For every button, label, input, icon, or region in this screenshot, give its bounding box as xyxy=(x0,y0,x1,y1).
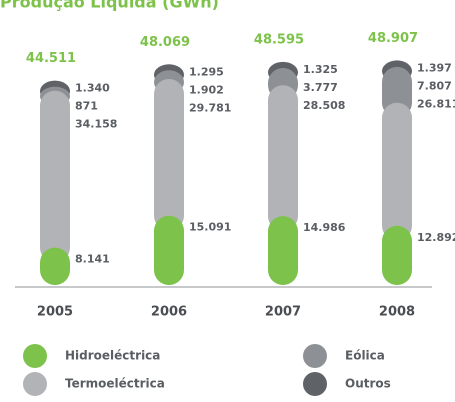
legend-label: Eólica xyxy=(345,349,385,363)
value-label: 1.397 xyxy=(417,61,452,74)
value-label: 12.892 xyxy=(417,231,455,244)
legend-swatch xyxy=(23,344,47,368)
value-label: 14.986 xyxy=(303,221,346,234)
value-label: 8.141 xyxy=(75,253,110,266)
x-tick-label: 2006 xyxy=(151,305,187,320)
legend-swatch xyxy=(303,344,327,368)
legend-swatch xyxy=(23,372,47,396)
total-label: 48.069 xyxy=(140,35,190,50)
value-label: 1.295 xyxy=(189,65,224,78)
total-label: 48.595 xyxy=(254,32,304,47)
bar-segment xyxy=(40,90,70,263)
bar-segment xyxy=(268,85,298,232)
bar-segment xyxy=(382,225,412,285)
legend-label: Outros xyxy=(345,377,391,391)
value-label: 34.158 xyxy=(75,118,117,131)
value-label: 3.777 xyxy=(303,81,338,94)
value-label: 29.781 xyxy=(189,101,231,114)
bar-segment xyxy=(268,216,298,285)
total-label: 44.511 xyxy=(26,51,76,66)
bar-segment xyxy=(40,247,70,285)
chart-title: Produção Líquida (GWh) xyxy=(0,0,219,12)
bar-segment xyxy=(382,102,412,241)
x-tick-label: 2008 xyxy=(379,305,415,320)
legend-label: Termoeléctrica xyxy=(65,377,165,391)
bar-segment xyxy=(154,78,184,231)
x-tick-label: 2007 xyxy=(265,305,301,320)
value-label: 7.807 xyxy=(417,79,452,92)
value-label: 26.811 xyxy=(417,97,455,110)
value-label: 1.902 xyxy=(189,83,224,96)
legend-label: Hidroeléctrica xyxy=(65,349,160,363)
value-label: 871 xyxy=(75,100,98,113)
value-label: 1.325 xyxy=(303,63,338,76)
bar-segment xyxy=(154,215,184,285)
value-label: 1.340 xyxy=(75,82,110,95)
value-label: 28.508 xyxy=(303,99,345,112)
legend-swatch xyxy=(303,372,327,396)
total-label: 48.907 xyxy=(368,31,418,46)
value-label: 15.091 xyxy=(189,221,231,234)
x-tick-label: 2005 xyxy=(37,305,73,320)
